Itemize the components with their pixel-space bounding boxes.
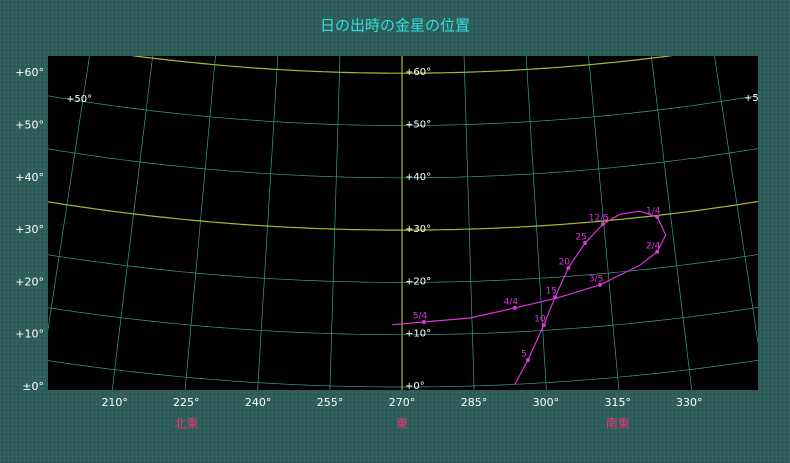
venus-point xyxy=(600,222,605,227)
x-tick-label: 225° xyxy=(173,396,200,409)
plot-area xyxy=(48,56,758,390)
center-tick-label: +50° xyxy=(405,120,431,131)
date-label: 25 xyxy=(575,233,586,243)
venus-point xyxy=(553,295,558,300)
date-label: 2/4 xyxy=(646,241,661,251)
venus-point xyxy=(512,305,517,310)
date-label: 5/4 xyxy=(413,312,428,322)
date-label: 10 xyxy=(534,315,546,325)
meridian xyxy=(650,56,693,390)
y-tick-label: ±0° xyxy=(22,380,44,393)
edge-label: +50° xyxy=(66,94,92,105)
y-tick-label: +30° xyxy=(15,223,44,236)
direction-label: 東 xyxy=(396,417,408,431)
altitude-circle xyxy=(48,307,758,336)
venus-point xyxy=(541,323,546,328)
meridian xyxy=(257,56,279,390)
meridian xyxy=(588,56,620,390)
altitude-circle xyxy=(48,148,758,179)
y-tick-label: +40° xyxy=(15,171,44,184)
plot: +60° +50° +40° +30° +20° +10° +0° +50° +50° 5 10 15… xyxy=(48,56,770,392)
center-tick-label: +40° xyxy=(405,172,431,183)
meridian xyxy=(48,56,90,332)
y-tick-label: +10° xyxy=(15,328,44,341)
date-label: 20 xyxy=(559,257,571,267)
y-tick-label: +50° xyxy=(15,119,44,132)
center-tick-label: +60° xyxy=(405,67,431,78)
date-label: 4/4 xyxy=(504,297,519,307)
meridian xyxy=(184,56,216,390)
date-label: 5 xyxy=(521,350,527,360)
chart-title: 日の出時の金星の位置 xyxy=(320,17,470,35)
date-label: 12/5 xyxy=(589,214,609,224)
altitude-circle xyxy=(48,359,758,388)
y-tick-label: +60° xyxy=(15,66,44,79)
altitude-circle xyxy=(48,200,758,231)
venus-point xyxy=(598,282,603,287)
y-tick-label: +20° xyxy=(15,275,44,288)
venus-point xyxy=(421,320,426,325)
x-tick-label: 315° xyxy=(604,396,631,409)
x-tick-label: 240° xyxy=(245,396,272,409)
x-tick-label: 255° xyxy=(317,396,344,409)
x-tick-label: 270° xyxy=(389,396,416,409)
direction-label: 北東 xyxy=(174,417,198,431)
x-tick-label: 285° xyxy=(461,396,488,409)
venus-point xyxy=(655,215,660,220)
altitude-circle xyxy=(130,56,674,74)
altitude-circle xyxy=(48,254,758,283)
meridian xyxy=(329,56,341,390)
direction-label: 南東 xyxy=(606,416,630,431)
meridian xyxy=(714,56,758,345)
center-tick-label: +0° xyxy=(405,381,425,392)
center-tick-label: +30° xyxy=(405,224,431,235)
venus-point xyxy=(566,265,571,270)
x-tick-label: 210° xyxy=(101,396,128,409)
x-tick-label: 300° xyxy=(533,396,560,409)
venus-point xyxy=(525,358,530,363)
center-tick-label: +10° xyxy=(405,329,431,340)
edge-label: +50° xyxy=(744,93,770,104)
x-tick-label: 330° xyxy=(676,396,703,409)
meridian xyxy=(111,56,154,390)
venus-point xyxy=(583,241,588,246)
date-label: 3/5 xyxy=(589,274,603,284)
date-label: 1/4 xyxy=(646,207,661,217)
venus-point xyxy=(655,249,660,254)
meridian xyxy=(463,56,475,390)
altitude-circle xyxy=(48,95,758,126)
center-tick-label: +20° xyxy=(405,276,431,287)
date-label: 15 xyxy=(545,287,556,297)
